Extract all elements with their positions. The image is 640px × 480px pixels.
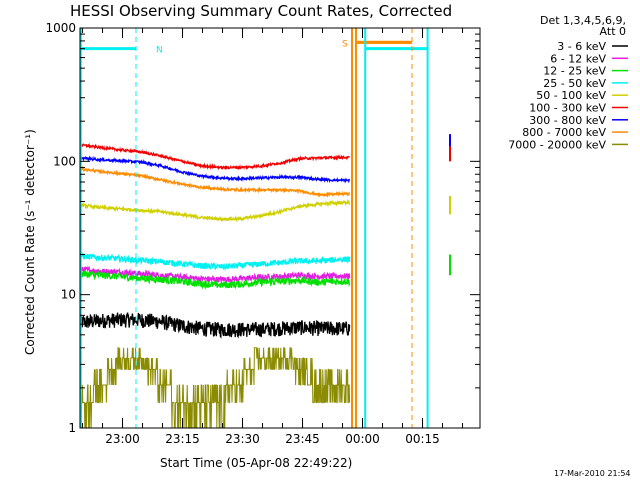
plot-area: NS <box>80 28 451 428</box>
series-line-5 <box>80 142 350 171</box>
plot-data <box>80 28 451 428</box>
region-label-S: S <box>342 39 348 49</box>
legend-label-0: 3 - 6 keV <box>557 40 606 53</box>
x-tick-label: 23:45 <box>285 432 320 446</box>
y-tick-label: 1000 <box>45 21 76 35</box>
legend-label-4: 50 - 100 keV <box>536 89 606 102</box>
legend-label-8: 7000 - 20000 keV <box>508 138 606 151</box>
y-axis-label: Corrected Count Rate (s⁻¹ detector⁻¹) <box>23 129 37 355</box>
series-line-3 <box>80 251 351 272</box>
legend-label-7: 800 - 7000 keV <box>522 126 606 139</box>
legend-header-1: Att 0 <box>600 25 626 38</box>
series-line-4 <box>80 198 351 223</box>
y-tick-label: 1 <box>68 421 76 435</box>
legend-label-1: 6 - 12 keV <box>550 52 606 65</box>
series-line-1 <box>80 265 351 284</box>
y-tick-label: 10 <box>61 288 76 302</box>
x-tick-label: 00:15 <box>405 432 440 446</box>
legend-label-2: 12 - 25 keV <box>543 65 606 78</box>
x-tick-label: 23:30 <box>225 432 260 446</box>
series-line-0 <box>80 312 351 339</box>
x-tick-label: 00:00 <box>345 432 380 446</box>
legend-label-5: 100 - 300 keV <box>529 102 606 115</box>
axes: 1 10 100 1000 23:00 23:15 23:30 23:45 00:00 00:15 <box>45 21 481 446</box>
legend-header-0: Det 1,3,4,5,6,9, <box>540 14 626 27</box>
x-tick-label: 23:15 <box>165 432 200 446</box>
x-tick-label: 23:00 <box>105 432 140 446</box>
series-line-6 <box>80 155 351 184</box>
region-label-N: N <box>156 46 163 56</box>
y-tick-label: 100 <box>53 154 76 168</box>
series-line-2 <box>80 269 351 291</box>
plot-frame <box>79 27 481 429</box>
chart-title: HESSI Observing Summary Count Rates, Cor… <box>70 2 452 20</box>
legend-label-6: 300 - 800 keV <box>529 114 606 127</box>
legend-label-3: 25 - 50 keV <box>543 77 606 90</box>
x-axis-label: Start Time (05-Apr-08 22:49:22) <box>160 456 352 470</box>
series-line-8 <box>80 347 351 428</box>
timestamp: 17-Mar-2010 21:54 <box>554 469 631 478</box>
series-line-7 <box>80 165 351 198</box>
